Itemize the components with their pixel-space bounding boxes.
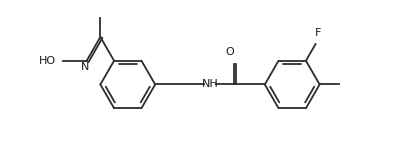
Text: HO: HO (39, 56, 56, 66)
Text: N: N (81, 62, 89, 72)
Text: F: F (315, 28, 321, 38)
Text: O: O (226, 47, 234, 57)
Text: NH: NH (202, 79, 218, 89)
